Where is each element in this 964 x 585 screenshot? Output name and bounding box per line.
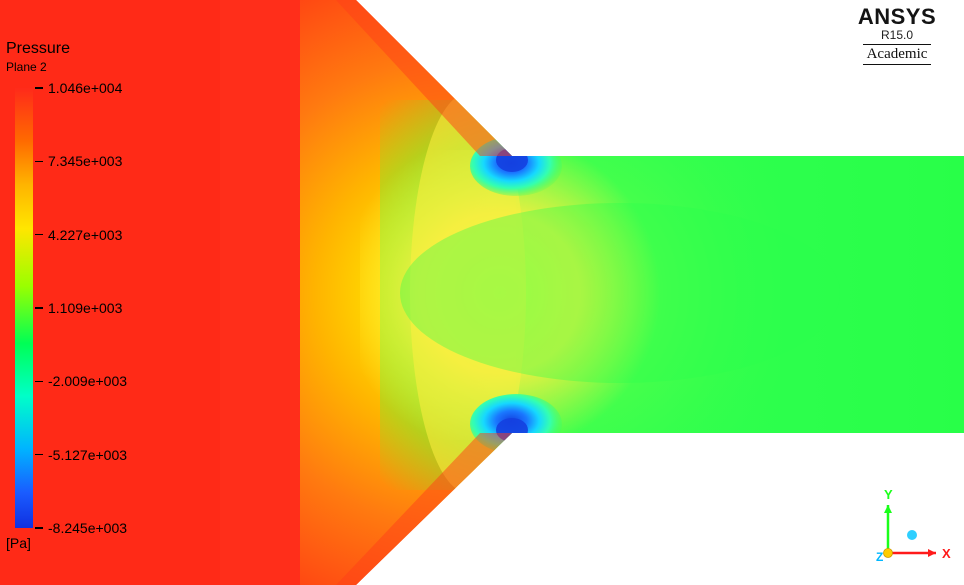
legend-tick-line [35,307,43,309]
triad-origin [884,549,893,558]
pressure-contour-plot [0,0,964,585]
triad-x-arrow [928,549,936,557]
legend-tick-label: -5.127e+003 [48,447,127,463]
orientation-triad[interactable]: X Y Z [866,487,956,577]
legend-tick-label: 4.227e+003 [48,227,122,243]
triad-x-label: X [942,546,951,561]
legend-tick-label: 1.046e+004 [48,80,122,96]
legend-subtitle: Plane 2 [6,60,47,74]
legend-tick-line [35,87,43,89]
legend-tick-line [35,234,43,236]
legend-tick-line [35,381,43,383]
legend-title: Pressure [6,40,70,58]
legend-tick-label: -8.245e+003 [48,520,127,536]
legend-tick-line [35,161,43,163]
legend-tick-line [35,454,43,456]
brand-version: R15.0 [842,28,952,42]
legend-tick-label: 7.345e+003 [48,153,122,169]
triad-z-sphere [907,530,917,540]
brand-edition: Academic [863,44,932,65]
legend-tick-label: 1.109e+003 [48,300,122,316]
triad-y-arrow [884,505,892,513]
brand-badge: ANSYS R15.0 Academic [842,4,952,65]
triad-z-label: Z [876,550,883,564]
triad-y-label: Y [884,487,893,502]
legend-tick-label: -2.009e+003 [48,373,127,389]
brand-name: ANSYS [842,4,952,30]
legend-color-bar [15,88,33,528]
legend-unit: [Pa] [6,535,31,551]
legend-tick-line [35,527,43,529]
